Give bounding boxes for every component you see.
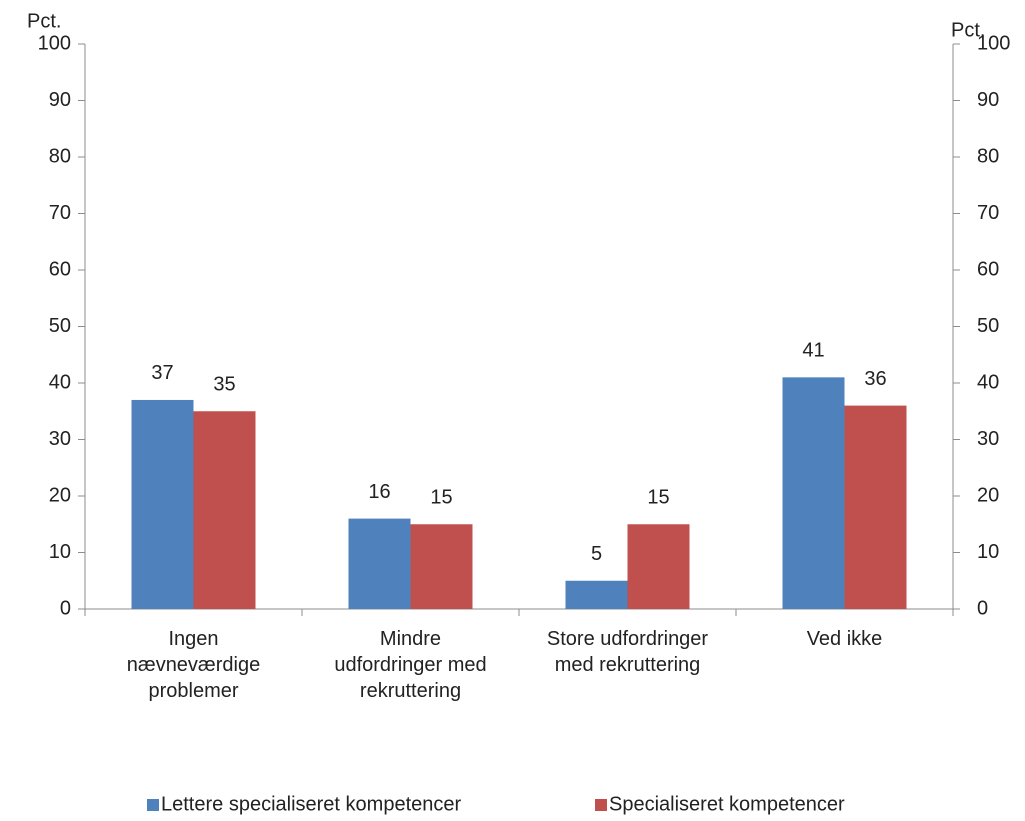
legend-swatch	[595, 799, 607, 811]
y-tick-label: 40	[49, 371, 71, 393]
legend-label: Specialiseret kompetencer	[609, 793, 845, 815]
y2-tick-label: 80	[977, 145, 999, 167]
bar	[410, 524, 473, 609]
x-tick-label: Ingen nævneværdige problemer	[126, 628, 261, 702]
y-tick-label: 30	[49, 428, 71, 450]
data-label: 37	[151, 362, 173, 384]
bar	[844, 405, 907, 609]
y-tick-label: 60	[49, 258, 71, 280]
bar	[627, 524, 690, 609]
bar	[348, 518, 411, 609]
y2-tick-label: 40	[977, 371, 999, 393]
y2-tick-label: 10	[977, 541, 999, 563]
y-tick-label: 100	[38, 32, 71, 54]
data-label: 16	[368, 481, 390, 503]
data-label: 15	[430, 487, 452, 509]
data-label: 35	[213, 374, 235, 396]
bar	[131, 399, 194, 609]
x-tick-label: Ved ikke	[806, 628, 883, 650]
y-tick-label: 50	[49, 315, 71, 337]
y2-tick-label: 60	[977, 258, 999, 280]
y-tick-label: 80	[49, 145, 71, 167]
x-tick-label: Store udfordringer med rekruttering	[546, 628, 709, 676]
y2-tick-label: 20	[977, 484, 999, 506]
y-tick-label: 70	[49, 202, 71, 224]
data-label: 36	[864, 368, 886, 390]
bar	[193, 411, 256, 609]
data-label: 41	[802, 340, 824, 362]
y2-tick-label: 50	[977, 315, 999, 337]
y2-tick-label: 70	[977, 202, 999, 224]
y-tick-label: 90	[49, 89, 71, 111]
y2-tick-label: 100	[977, 32, 1010, 54]
legend-swatch	[147, 799, 159, 811]
bar	[782, 377, 845, 609]
x-tick-label: Mindre udfordringer med rekruttering	[334, 628, 487, 702]
y-tick-label: 20	[49, 484, 71, 506]
y2-tick-label: 30	[977, 428, 999, 450]
y2-tick-label: 0	[977, 597, 988, 619]
y-tick-label: 0	[60, 597, 71, 619]
y-axis-label: Pct.	[27, 10, 61, 32]
legend-label: Lettere specialiseret kompetencer	[161, 793, 461, 815]
y2-axis-label: Pct.	[951, 19, 985, 41]
data-label: 5	[591, 543, 602, 565]
data-label: 15	[647, 487, 669, 509]
bar	[565, 580, 628, 609]
y2-tick-label: 90	[977, 89, 999, 111]
y-tick-label: 10	[49, 541, 71, 563]
